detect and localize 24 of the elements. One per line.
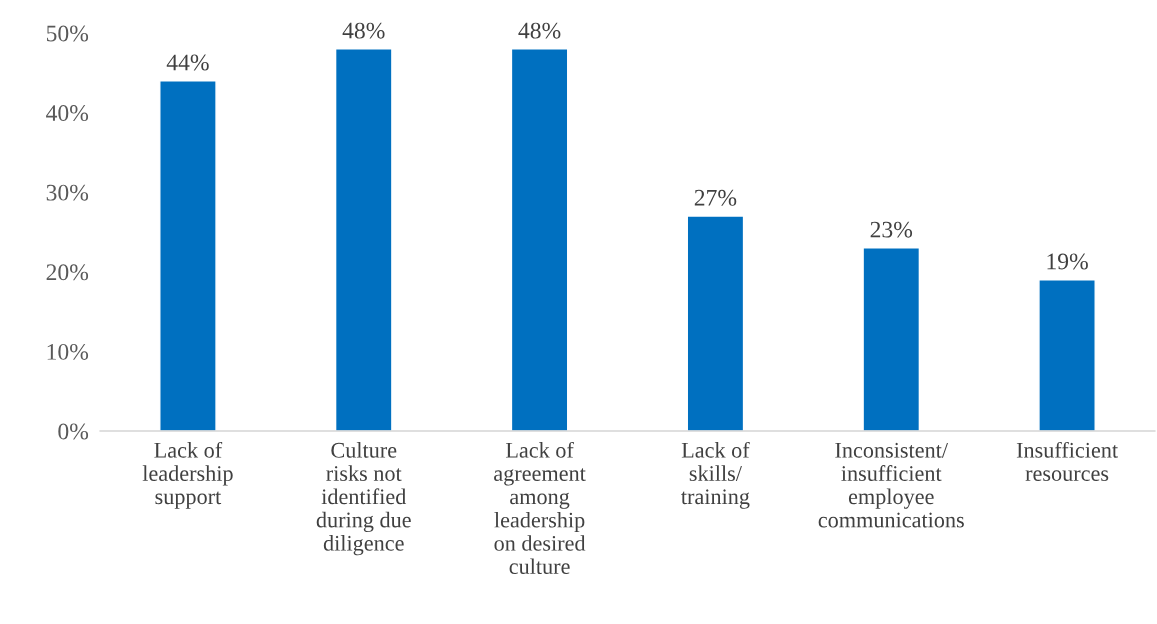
data-label: 19%: [1047, 253, 1088, 270]
data-label: 44%: [166, 54, 209, 71]
bar: [686, 215, 745, 431]
bar: [862, 247, 921, 431]
y-tick-label: 10%: [47, 343, 89, 360]
x-tick-label: Lack of agreement among leadership on desired culture: [494, 441, 586, 575]
data-label: 48%: [518, 22, 561, 39]
x-tick-label: Inconsistent/ insufficient employee communications: [818, 442, 964, 528]
y-tick-label: 30%: [46, 184, 89, 201]
data-label: 48%: [342, 22, 385, 39]
x-tick-label: Insufficient resources: [1016, 441, 1118, 481]
data-label: 27%: [694, 189, 737, 206]
data-label: 23%: [870, 221, 913, 238]
x-tick-label: Lack of skills/ training: [681, 441, 750, 509]
y-tick-label: 50%: [46, 25, 89, 42]
x-tick-label: Culture risks not identified during due diligence: [316, 442, 411, 556]
bar: [1038, 279, 1096, 431]
y-tick-label: 0%: [58, 423, 89, 440]
bar: [510, 48, 569, 431]
x-tick-label: Lack of leadership support: [142, 441, 233, 509]
y-tick-label: 40%: [46, 105, 89, 122]
bar: [159, 80, 217, 431]
y-tick-label: 20%: [46, 264, 89, 281]
bar: [334, 48, 393, 431]
